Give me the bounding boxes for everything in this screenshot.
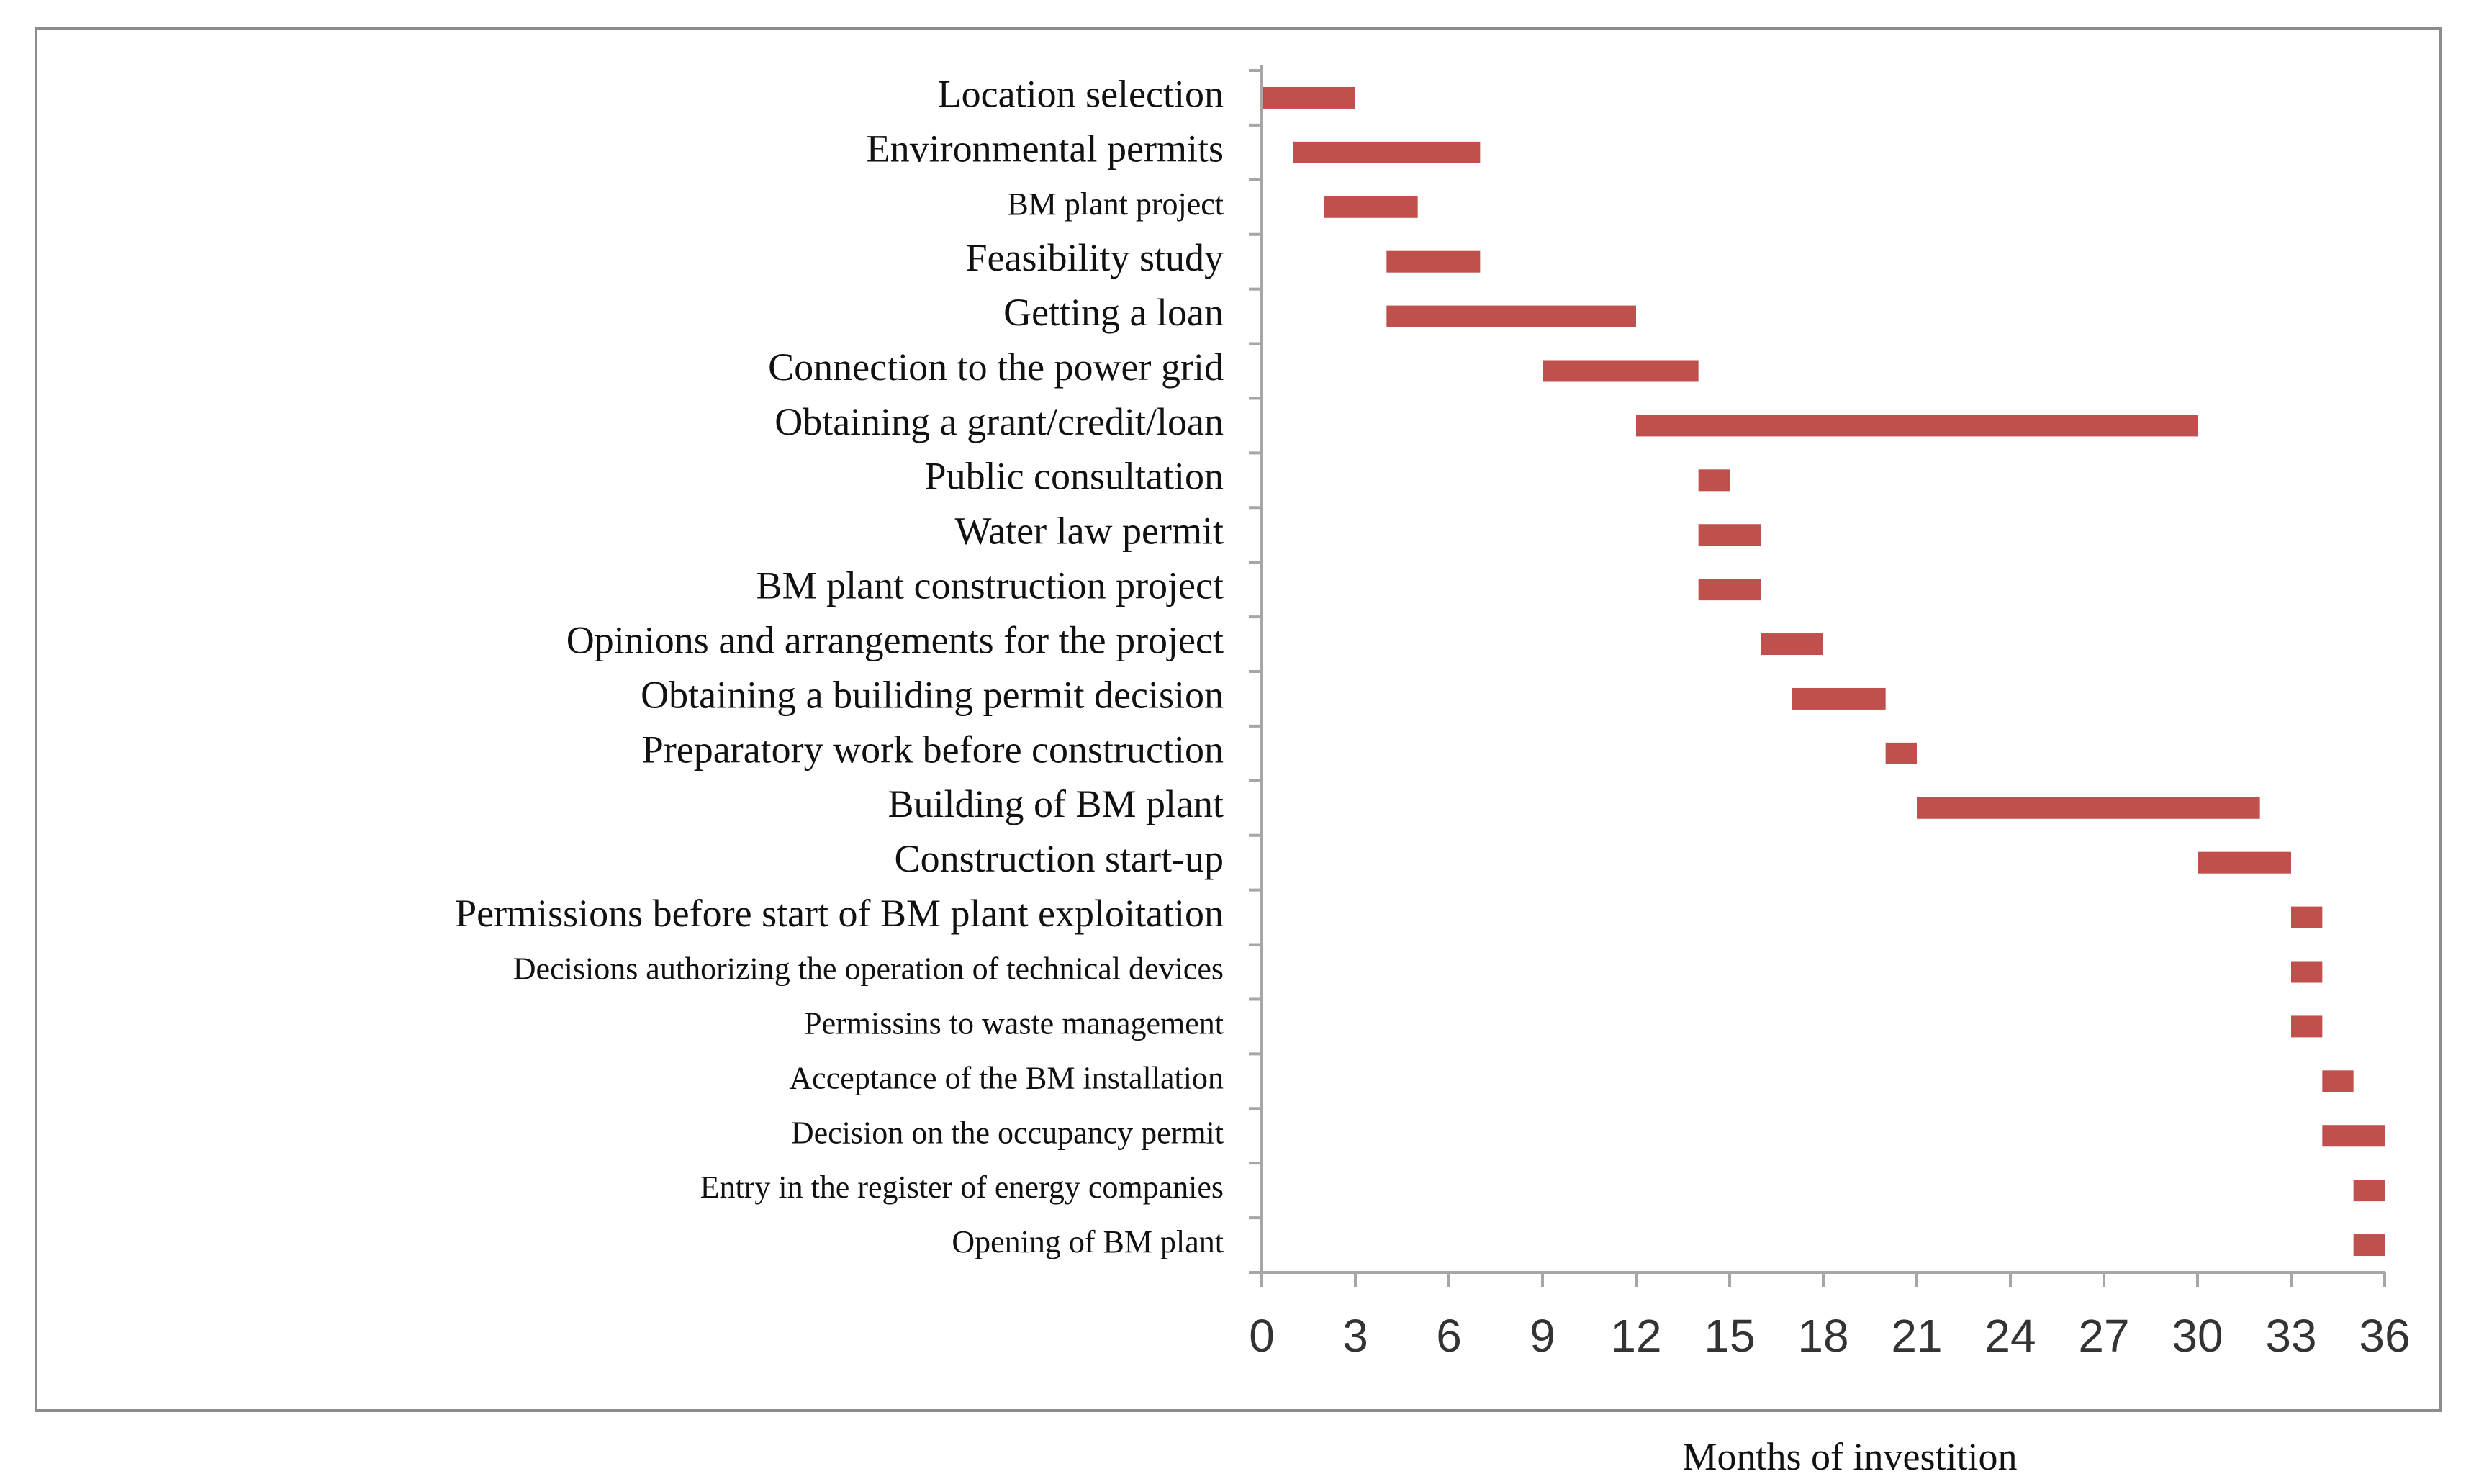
task-label: Building of BM plant: [888, 782, 1224, 825]
task-label: Connection to the power grid: [768, 345, 1224, 389]
task-label: Obtaining a grant/credit/loan: [774, 400, 1224, 443]
task-bar: [1324, 196, 1418, 218]
task-label: Obtaining a builiding permit decision: [641, 673, 1224, 716]
x-tick-label: 12: [1610, 1310, 1661, 1362]
task-label: Permissins to waste management: [804, 1006, 1224, 1041]
task-bar: [2291, 1015, 2323, 1038]
x-tick-label: 18: [1797, 1310, 1848, 1362]
task-label: Acceptance of the BM installation: [789, 1060, 1224, 1095]
x-tick-label: 15: [1704, 1310, 1755, 1362]
task-bar: [1698, 469, 1730, 492]
x-tick-label: 9: [1530, 1310, 1555, 1362]
x-tick-label: 3: [1342, 1310, 1368, 1362]
task-label: BM plant construction project: [756, 564, 1224, 607]
task-bar: [2198, 851, 2291, 874]
task-label: Decisions authorizing the operation of t…: [513, 951, 1224, 987]
task-bar: [2322, 1070, 2354, 1092]
task-bar: [1885, 742, 1917, 764]
task-bar: [1761, 633, 1823, 656]
task-label: Location selection: [938, 72, 1224, 115]
x-tick-label: 6: [1436, 1310, 1462, 1362]
task-bar: [1917, 797, 2260, 819]
x-tick-label: 0: [1249, 1310, 1275, 1362]
task-bar: [2353, 1234, 2385, 1257]
x-tick-label: 27: [2078, 1310, 2129, 1362]
x-tick-label: 36: [2359, 1310, 2410, 1362]
task-label: BM plant project: [1007, 186, 1224, 222]
x-tick-label: 24: [1984, 1310, 2036, 1362]
task-bar: [2291, 961, 2323, 983]
task-bar: [1262, 86, 1355, 109]
axes-group: 0 3 6 9 12 15 18 21 24 27 30 33 36: [1249, 65, 2411, 1362]
task-bar: [1792, 687, 1886, 710]
x-axis-title: Months of investition: [1682, 1435, 2017, 1478]
task-label: Decision on the occupancy permit: [791, 1115, 1224, 1150]
task-bar: [2353, 1180, 2385, 1202]
task-label: Environmental permits: [867, 127, 1224, 170]
x-tick-label: 30: [2172, 1310, 2223, 1362]
task-label: Permissions before start of BM plant exp…: [455, 892, 1224, 935]
task-bar: [1543, 360, 1699, 382]
task-bar: [1698, 579, 1761, 601]
task-bar: [2291, 906, 2323, 928]
bar-group: [1262, 86, 2385, 1257]
x-tick-label: 21: [1891, 1310, 1942, 1362]
task-bar: [1636, 415, 2198, 437]
chart-frame: [35, 27, 2442, 1412]
task-label-group: Location selection Environmental permits B…: [455, 72, 1224, 1259]
task-label: Opinions and arrangements for the projec…: [566, 618, 1224, 661]
task-label: Entry in the register of energy companie…: [700, 1169, 1224, 1205]
task-bar: [1386, 305, 1636, 327]
task-label: Public consultation: [925, 455, 1224, 498]
task-label: Construction start-up: [895, 837, 1224, 880]
task-bar: [1386, 250, 1481, 273]
task-bar: [2322, 1125, 2385, 1147]
task-label: Water law permit: [955, 510, 1224, 553]
x-tick-label: 33: [2265, 1310, 2316, 1362]
task-bar: [1698, 524, 1761, 546]
task-label: Opening of BM plant: [952, 1224, 1224, 1259]
task-label: Getting a loan: [1003, 291, 1224, 334]
task-label: Preparatory work before construction: [642, 728, 1224, 771]
task-bar: [1293, 141, 1481, 163]
task-label: Feasibility study: [965, 236, 1224, 279]
